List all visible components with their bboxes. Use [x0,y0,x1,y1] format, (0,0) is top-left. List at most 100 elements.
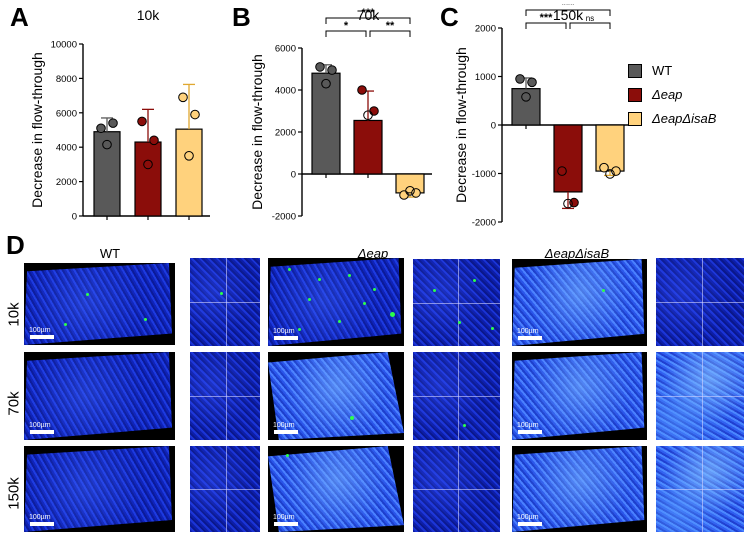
data-point [527,77,537,88]
data-point [137,116,147,127]
y-tick-label: -1000 [472,169,496,180]
chart-title: 10k [137,7,161,23]
data-point [327,65,337,75]
data-point [569,197,579,208]
bar-wt [511,88,541,126]
y-tick-label: 6000 [275,44,296,55]
data-point [102,139,112,150]
microscopy-row-header-150k: 150k [5,477,23,510]
micrograph-image [656,352,744,440]
data-point [405,186,415,196]
micrograph-image [190,446,260,532]
data-point [321,78,331,89]
data-point [357,85,367,95]
chart-150k: 150k Decrease in flow-through -2000 -1000 0 1… [453,4,628,229]
bar-wt [311,72,341,175]
significance-label: ** [386,20,395,32]
significance-bracket [525,9,611,16]
micrograph-image [413,352,500,440]
scale-label: 100µm [29,327,51,334]
legend: WT Δeap ΔeapΔisaB [628,60,716,132]
scale-label: 100µm [29,514,51,521]
bar-eap [134,141,162,217]
micrograph-image [268,446,404,532]
data-point [557,166,567,176]
significance-label: ns [586,14,594,23]
microscopy-row-header-10k: 10k [5,302,23,327]
micrograph-wt-70k-ortho [190,352,260,440]
micrograph-wt-70k-3d: 100µm [24,352,175,440]
panel-letter-d: D [6,230,25,260]
data-point [515,74,525,84]
data-point [184,151,194,161]
bar-eap [553,124,583,193]
y-tick-label: 2000 [475,24,496,35]
bar-wt [93,131,121,217]
significance-label: *** [362,7,376,19]
micrograph-eap-10k-ortho [413,259,500,346]
legend-swatch-eap [628,87,642,102]
data-point [178,92,188,103]
micrograph-wt-10k-ortho [190,258,260,346]
scale-label: 100µm [273,422,295,429]
legend-label: WT [652,63,673,78]
scale-label: 100µm [29,422,51,429]
y-tick-label: 0 [72,212,77,223]
data-point [108,118,118,128]
y-tick-label: 10000 [51,40,77,51]
chart-10k: 10k Decrease in flow-through 0 2000 4000 6000… [29,7,210,223]
micrograph-image [512,259,645,346]
data-point [190,109,200,120]
micrograph-eap-150k-ortho [413,446,500,532]
y-tick-label: 6000 [56,108,77,119]
significance-bracket [569,22,611,29]
legend-item-wt: WT [628,60,716,81]
y-tick-label: 0 [291,170,296,181]
y-tick-label: 4000 [275,86,296,97]
bar-eap [353,119,383,175]
panel-letter-a: A [10,2,29,32]
data-point [399,190,409,200]
scale-label: 100µm [517,514,539,521]
significance-label: *** [562,4,576,11]
bar-eapisab [175,128,203,217]
micrograph-image [512,352,645,440]
micrograph-eap-70k-ortho [413,352,500,440]
legend-label: ΔeapΔisaB [652,111,717,126]
scale-label: 100µm [273,514,295,521]
panel-letter-c: C [440,2,459,32]
data-point [411,188,421,198]
significance-bracket [325,17,411,24]
micrograph-image [512,446,645,532]
micrograph-image [24,446,172,532]
micrograph-eapisab-70k-3d: 100µm [512,352,647,440]
micrograph-eapisab-70k-ortho [656,352,744,440]
microscopy-col-header-wt: WT [99,246,121,261]
scale-label: 100µm [517,422,539,429]
micrograph-eapisab-10k-3d: 100µm [512,259,647,346]
legend-item-eap: Δeap [628,84,716,105]
data-point [363,110,373,120]
data-point [521,92,531,102]
data-point [149,135,159,146]
y-tick-label: 2000 [56,177,77,188]
chart-title: 150k [553,7,584,23]
significance-label: *** [540,12,554,24]
y-tick-label: -2000 [472,218,496,229]
y-tick-label: -2000 [272,212,296,223]
micrograph-eap-150k-3d: 100µm [268,446,404,532]
micrograph-image [656,446,744,532]
y-tick-label: 8000 [56,74,77,85]
legend-swatch-eapisab [628,111,642,126]
legend-swatch-wt [628,63,642,78]
microscopy-col-header-eapisab: ΔeapΔisaB [544,246,610,261]
data-point [563,198,573,209]
micrograph-wt-150k-3d: 100µm [24,446,175,532]
micrograph-image [24,352,172,440]
y-axis-label: Decrease in flow-through [29,52,45,208]
micrograph-eap-10k-3d: 100µm [268,258,404,346]
data-point [143,159,153,170]
scale-label: 100µm [517,328,539,335]
significance-bracket [369,30,411,37]
y-tick-label: 4000 [56,143,77,154]
